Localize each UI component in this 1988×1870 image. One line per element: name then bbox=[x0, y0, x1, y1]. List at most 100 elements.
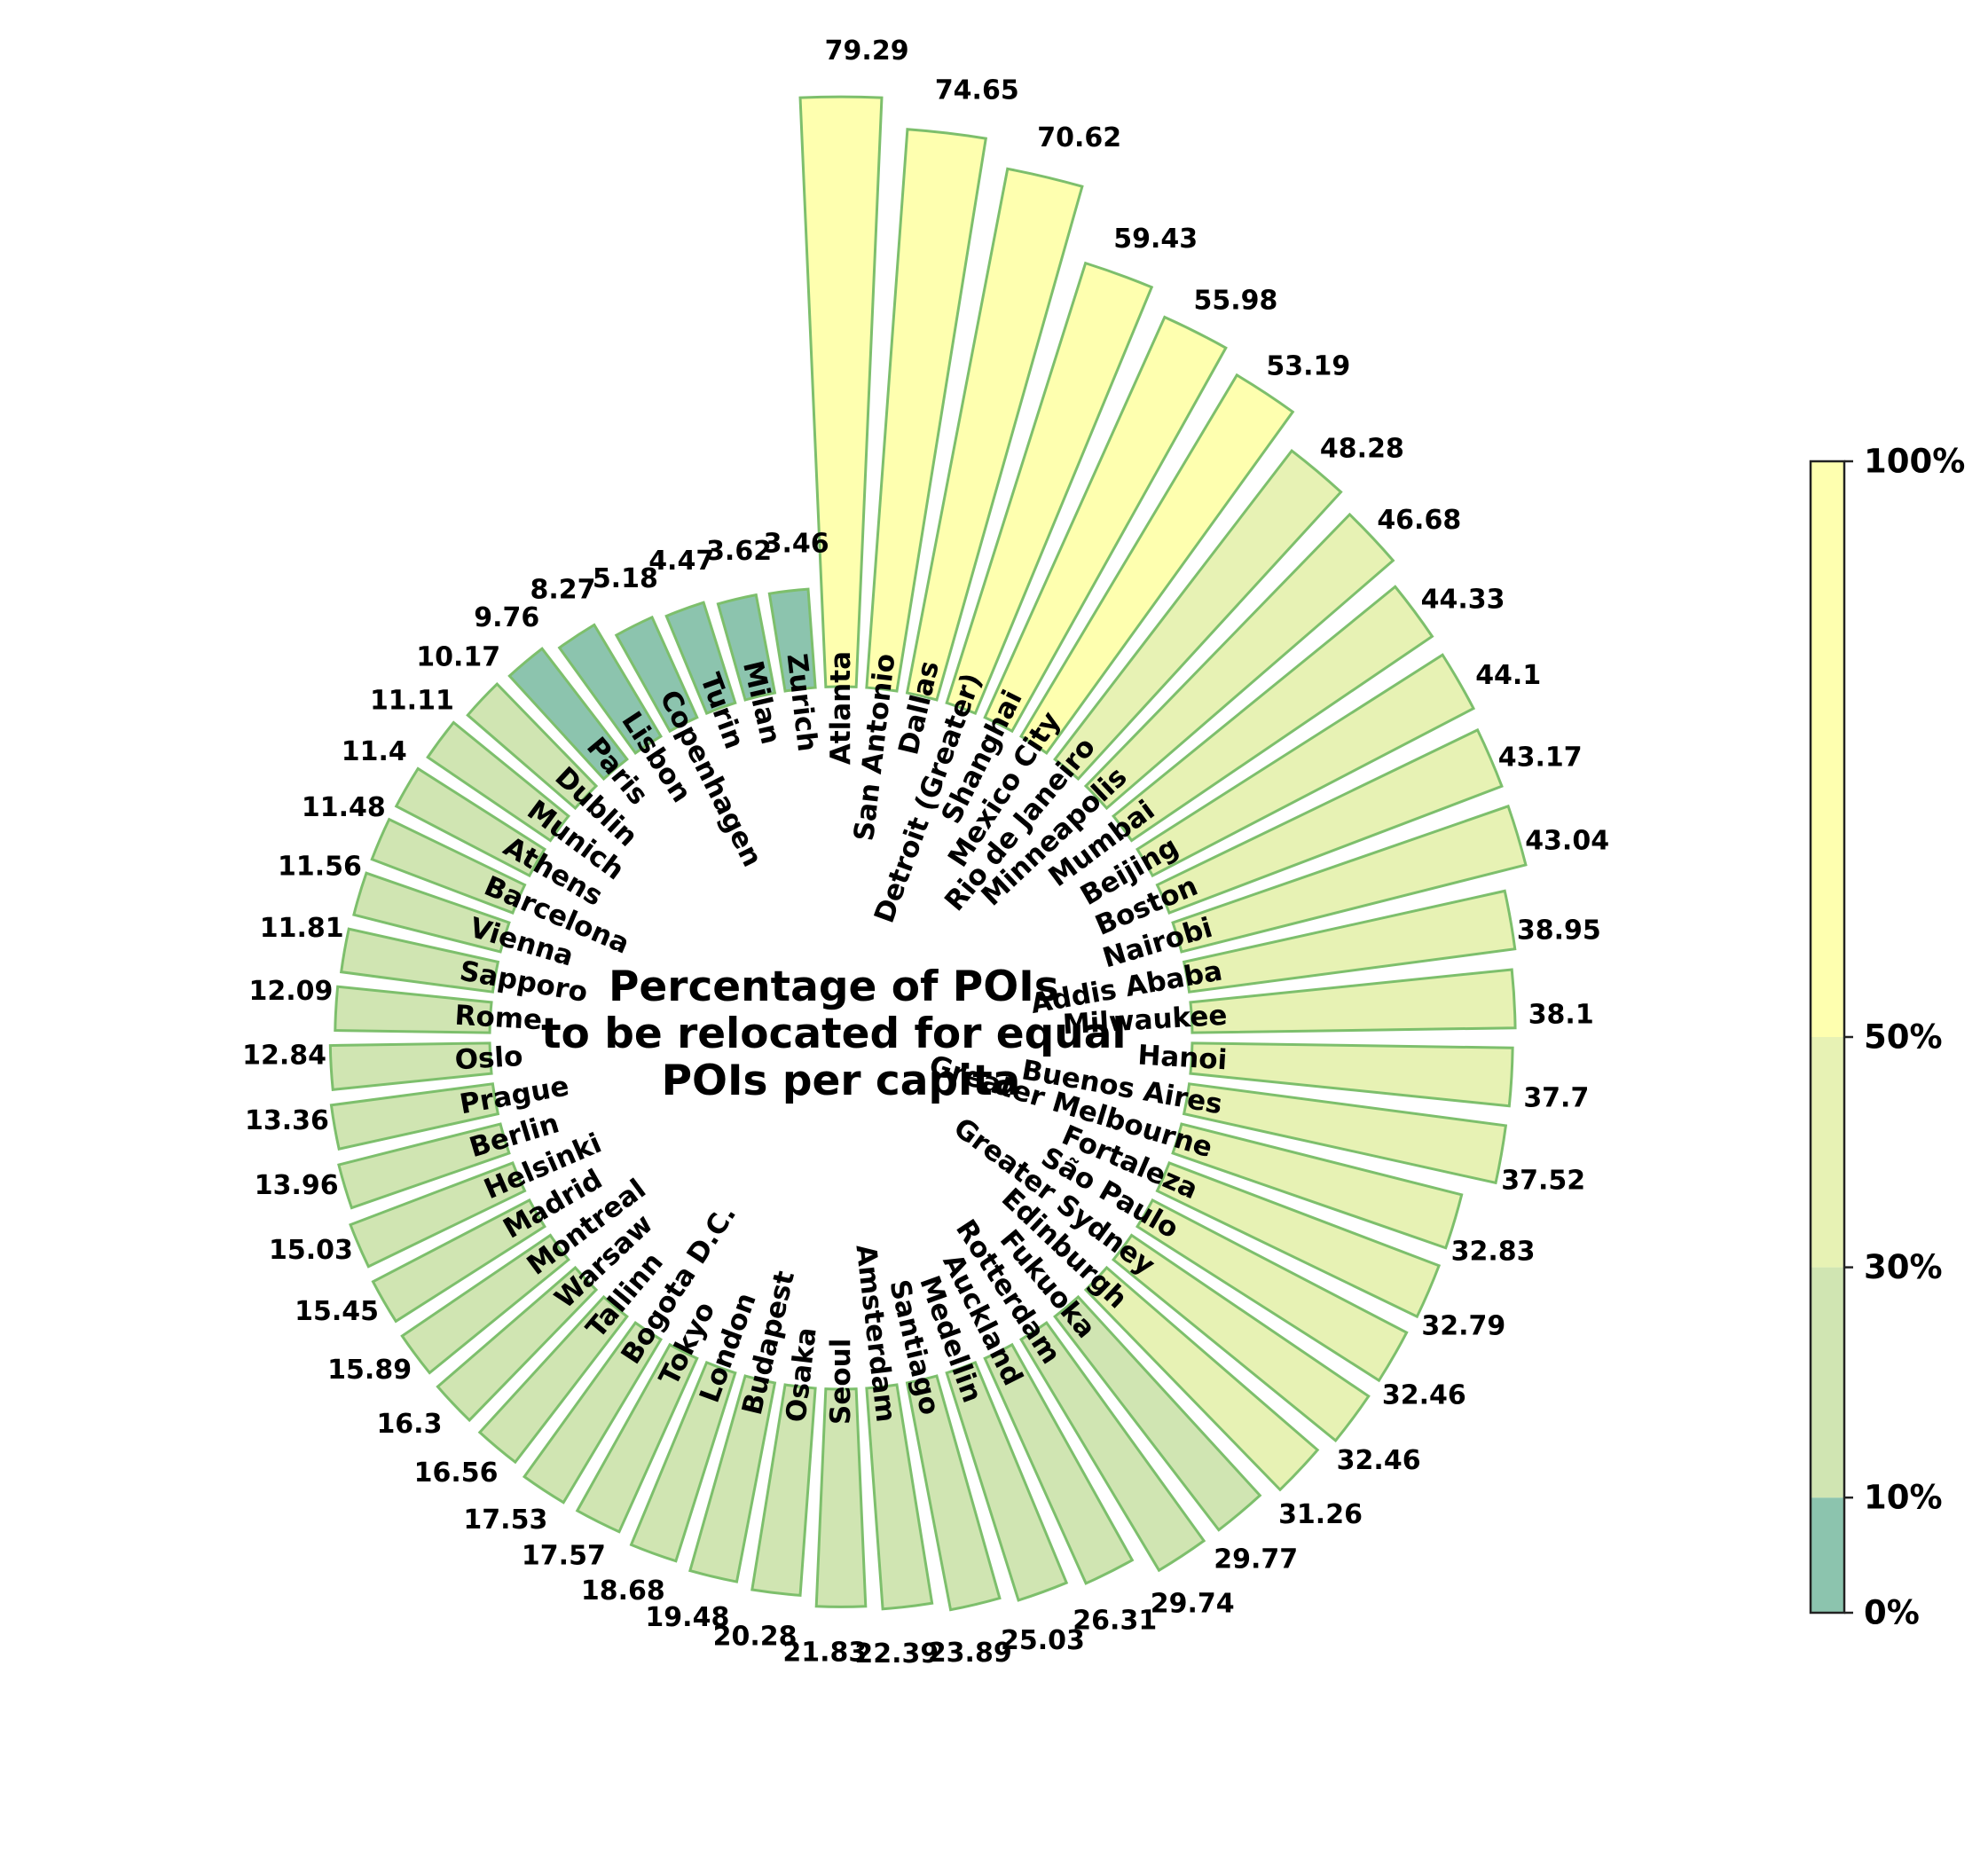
bar-minneapolis bbox=[1083, 512, 1395, 811]
bar-fukuoka bbox=[1053, 1294, 1262, 1532]
bar-rome bbox=[334, 985, 493, 1034]
colorbar-segment-10-30 bbox=[1811, 1267, 1844, 1498]
bar-milan bbox=[716, 593, 777, 702]
value-labels-group: 79.29 74.65 70.62 59.43 55.98 53.19 48.28 46.68… bbox=[242, 35, 1609, 1670]
value-label-tallinn: 16.56 bbox=[414, 1458, 499, 1489]
value-label-mexico-city: 53.19 bbox=[1266, 350, 1350, 381]
value-label-boston: 43.17 bbox=[1498, 742, 1583, 774]
value-label-fortaleza: 32.79 bbox=[1421, 1310, 1505, 1341]
value-label-rio-de-janeiro: 48.28 bbox=[1320, 434, 1404, 465]
value-label-dublin: 10.17 bbox=[416, 642, 500, 673]
city-label-osaka: Osaka bbox=[781, 1325, 823, 1424]
value-label-san-antonio: 74.65 bbox=[935, 75, 1019, 106]
bar-warsaw bbox=[436, 1265, 599, 1423]
value-label-detroit-greater: 59.43 bbox=[1113, 224, 1198, 255]
value-label-minneapolis: 46.68 bbox=[1377, 505, 1461, 536]
bar-addis-ababa bbox=[1182, 889, 1517, 994]
bar-milwaukee bbox=[1189, 968, 1517, 1034]
bar-fortaleza bbox=[1155, 1161, 1442, 1319]
city-label-rome: Rome bbox=[454, 1000, 543, 1037]
value-label-rome: 12.09 bbox=[249, 976, 334, 1007]
value-label-lisbon: 8.27 bbox=[530, 575, 595, 606]
bar-copenhagen bbox=[614, 615, 699, 734]
bar-auckland bbox=[983, 1342, 1135, 1585]
value-label-atlanta: 79.29 bbox=[825, 35, 909, 67]
bar-rotterdam bbox=[1019, 1321, 1206, 1573]
value-label-seoul: 21.83 bbox=[782, 1638, 867, 1669]
value-label-barcelona: 11.48 bbox=[302, 792, 386, 823]
bar-athens bbox=[394, 766, 547, 878]
value-label-auckland: 26.31 bbox=[1073, 1606, 1157, 1637]
bar-greater-melbourne bbox=[1171, 1122, 1464, 1250]
value-label-addis-ababa: 38.95 bbox=[1517, 915, 1601, 947]
bar-sao-paulo bbox=[1135, 1198, 1409, 1383]
bar-hanoi bbox=[1189, 1041, 1514, 1108]
bar-medellin bbox=[945, 1360, 1069, 1602]
colorbar-tick-label: 10% bbox=[1864, 1479, 1943, 1517]
bar-bogota-d-c bbox=[522, 1321, 663, 1505]
bar-tallinn bbox=[477, 1294, 629, 1465]
bar-dallas bbox=[905, 167, 1084, 702]
colorbar-segment-30-50 bbox=[1811, 1037, 1844, 1268]
bar-paris bbox=[507, 647, 629, 782]
value-label-fukuoka: 29.77 bbox=[1214, 1544, 1298, 1575]
title-line-2: to be relocated for equal bbox=[541, 1010, 1126, 1058]
value-label-medellin: 25.03 bbox=[1001, 1625, 1085, 1656]
bar-mumbai bbox=[1111, 585, 1434, 843]
value-label-bogota-d-c: 17.53 bbox=[463, 1505, 547, 1536]
bar-amsterdam bbox=[865, 1383, 934, 1611]
value-label-greater-melbourne: 32.83 bbox=[1451, 1237, 1536, 1268]
city-label-atlanta: Atlanta bbox=[825, 651, 857, 765]
city-label-hanoi: Hanoi bbox=[1137, 1040, 1229, 1077]
value-label-montreal: 15.89 bbox=[327, 1355, 412, 1386]
value-label-beijing: 44.1 bbox=[1475, 660, 1541, 691]
value-label-santiago: 23.89 bbox=[928, 1638, 1012, 1669]
bar-budapest bbox=[688, 1374, 777, 1583]
value-label-prague: 13.36 bbox=[245, 1105, 329, 1136]
colorbar-segment-0-10 bbox=[1811, 1497, 1844, 1613]
value-label-helsinki: 15.03 bbox=[269, 1235, 353, 1266]
chart-title: Percentage of POIs to be relocated for e… bbox=[541, 962, 1141, 1105]
bar-shanghai bbox=[983, 315, 1228, 734]
value-label-milwaukee: 38.1 bbox=[1528, 1000, 1594, 1031]
bar-detroit-greater bbox=[945, 261, 1154, 716]
value-label-edinburgh: 31.26 bbox=[1278, 1499, 1363, 1530]
bar-seoul bbox=[814, 1387, 868, 1608]
bar-berlin bbox=[337, 1122, 511, 1210]
value-label-zurich: 3.46 bbox=[764, 529, 829, 560]
bar-osaka bbox=[750, 1383, 817, 1597]
value-label-sao-paulo: 32.46 bbox=[1382, 1379, 1466, 1410]
value-label-london: 18.68 bbox=[581, 1575, 665, 1607]
bar-atlanta bbox=[798, 95, 884, 688]
value-label-hanoi: 37.7 bbox=[1523, 1083, 1589, 1114]
value-label-copenhagen: 5.18 bbox=[593, 563, 658, 594]
colorbar-segment-50-100 bbox=[1811, 461, 1844, 1037]
value-label-madrid: 15.45 bbox=[295, 1296, 379, 1327]
value-label-shanghai: 55.98 bbox=[1194, 285, 1278, 316]
value-label-vienna: 11.56 bbox=[278, 852, 362, 883]
city-label-seoul: Seoul bbox=[825, 1339, 857, 1425]
bar-oslo bbox=[328, 1041, 493, 1091]
bar-beijing bbox=[1135, 653, 1476, 878]
value-label-mumbai: 44.33 bbox=[1421, 585, 1505, 616]
city-label-oslo: Oslo bbox=[454, 1041, 524, 1076]
bar-lisbon bbox=[557, 623, 663, 755]
title-line-1: Percentage of POIs bbox=[609, 962, 1059, 1011]
bar-mexico-city bbox=[1019, 373, 1295, 755]
colorbar-tick-label: 50% bbox=[1864, 1018, 1943, 1057]
value-label-warsaw: 16.3 bbox=[376, 1409, 442, 1440]
bar-edinburgh bbox=[1083, 1265, 1320, 1492]
colorbar-tick-label: 100% bbox=[1864, 443, 1965, 481]
bar-santiago bbox=[905, 1374, 1002, 1612]
value-label-sapporo: 11.81 bbox=[260, 913, 344, 944]
bar-san-antonio bbox=[865, 128, 988, 693]
value-label-oslo: 12.84 bbox=[242, 1041, 326, 1072]
colorbar-tick-label: 30% bbox=[1864, 1248, 1943, 1286]
colorbar-tick-label: 0% bbox=[1864, 1594, 1920, 1632]
bar-turin bbox=[664, 601, 737, 716]
bar-vienna bbox=[352, 871, 511, 954]
value-label-paris: 9.76 bbox=[474, 602, 539, 633]
value-label-greater-sydney: 32.46 bbox=[1337, 1445, 1421, 1476]
bar-madrid bbox=[371, 1198, 547, 1324]
